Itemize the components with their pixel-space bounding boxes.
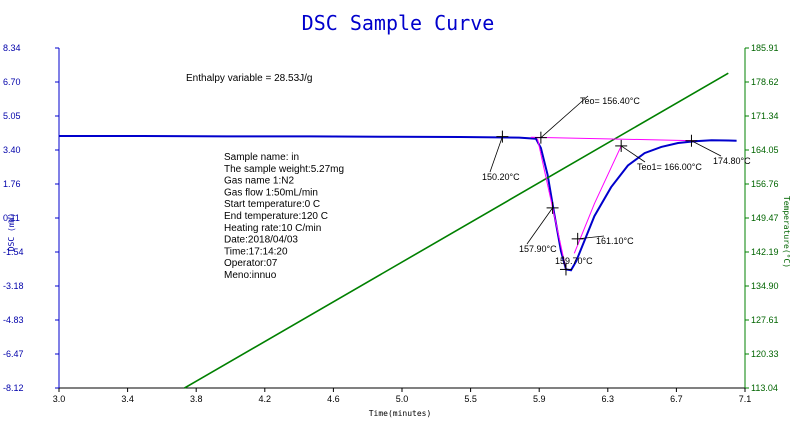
annotation-label: 150.20°C [482,172,520,182]
left-tick-label: 5.05 [3,111,21,121]
annotation-label: Teo= 156.40°C [580,96,640,106]
annotation-leader [562,255,567,270]
x-tick-label: 5.9 [533,394,546,404]
x-tick-label: 5.0 [396,394,409,404]
y-axis-label-right: Temperature(°C) [782,196,791,268]
annotation-leader [540,95,589,138]
x-tick-label: 4.6 [327,394,340,404]
left-tick-label: 6.70 [3,77,21,87]
x-tick-label: 3.4 [121,394,134,404]
annotation-leader [577,235,605,240]
right-tick-label: 178.62 [751,77,779,87]
sample-info-line: The sample weight:5.27mg [224,164,344,175]
x-tick-label: 3.0 [53,394,66,404]
sample-info-line: Gas flow 1:50mL/min [224,187,318,198]
annotation-leader [526,207,553,245]
right-tick-label: 156.76 [751,179,779,189]
left-axis-ticks: 8.34 6.70 5.05 3.40 1.76 0.11 -1.54 -3.18 -4.83 -… [3,43,59,393]
annotation-label: 161.10°C [596,236,634,246]
x-tick-label: 4.2 [259,394,272,404]
left-tick-label: 8.34 [3,43,21,53]
annotation-leader [620,145,646,163]
sample-info-line: Date:2018/04/03 [224,235,298,246]
sample-info-line: Heating rate:10 C/min [224,223,321,234]
enthalpy-annotation: Enthalpy variable = 28.53J/g [186,73,312,84]
left-tick-label: -3.18 [3,281,24,291]
series-group [59,72,737,389]
left-tick-label: 0.11 [3,213,20,223]
left-tick-label: -8.12 [3,383,24,393]
right-tick-label: 127.61 [751,315,779,325]
x-tick-label: 7.1 [739,394,752,404]
left-tick-label: -6.47 [3,349,24,359]
right-tick-label: 120.33 [751,349,779,359]
series-line-2 [530,136,695,142]
right-axis-ticks: 185.91 178.62 171.34 164.05 156.76 149.47 142.… [745,43,779,393]
annotation-leader [489,136,503,173]
x-tick-label: 6.7 [670,394,683,404]
left-tick-label: -1.54 [3,247,24,257]
right-tick-label: 113.04 [751,383,778,393]
sample-info-line: Meno:innuo [224,270,277,281]
sample-info-line: Operator:07 [224,258,278,269]
annotations-group: Teo= 156.40°C 150.20°C 157.90°C 159.70°C161… [482,95,751,276]
sample-info-line: Start temperature:0 C [224,199,320,210]
right-tick-label: 164.05 [751,145,779,155]
series-line-4 [573,145,622,254]
series-line-0 [59,135,737,272]
left-tick-label: -4.83 [3,315,24,325]
series-line-1 [184,72,729,389]
left-tick-label: 1.76 [3,179,21,189]
right-tick-label: 149.47 [751,213,779,223]
annotation-label: 157.90°C [519,244,557,254]
x-tick-label: 3.8 [190,394,203,404]
x-tick-label: 6.3 [602,394,615,404]
sample-info-line: Gas name 1:N2 [224,176,294,187]
sample-info-line: Time:17:14:20 [224,246,288,257]
right-tick-label: 185.91 [751,43,779,53]
left-tick-label: 3.40 [3,145,21,155]
sample-info-line: Sample name: in [224,152,299,163]
x-tick-label: 5.5 [464,394,477,404]
annotation-label: Teo1= 166.00°C [637,162,702,172]
plot-frame [58,48,746,389]
right-tick-label: 171.34 [751,111,779,121]
sample-info-line: End temperature:120 C [224,211,328,222]
annotation-label: 174.80°C [713,156,751,166]
x-axis-ticks: 3.0 3.4 3.8 4.2 4.6 5.0 5.5 5.9 6.3 6.7 7.1 [53,388,752,404]
chart-title: DSC Sample Curve [302,11,495,35]
annotation-leader [691,140,722,157]
y-axis-label-left: DSC (mW) [7,213,16,252]
annotation-label: 159.70°C [555,256,593,266]
right-tick-label: 134.90 [751,281,779,291]
right-tick-label: 142.19 [751,247,779,257]
x-axis-label: Time(minutes) [369,409,432,418]
